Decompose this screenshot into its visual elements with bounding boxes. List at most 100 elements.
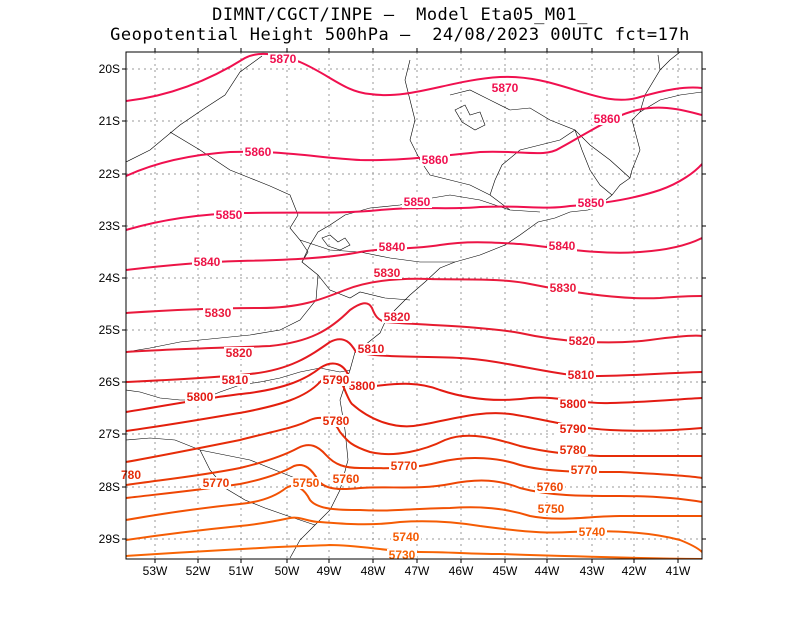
contour-label-bg <box>490 82 520 94</box>
contour-5870 <box>126 52 702 102</box>
contour-label-bg <box>119 469 143 481</box>
lon-tick-label: 50W <box>275 564 300 578</box>
lon-tick-label: 42W <box>622 564 647 578</box>
contour-label-bg <box>321 374 351 386</box>
contour-labels: 5870 5870 5860 5860 5860 5850 5850 5850 5840 5840… <box>119 52 622 562</box>
lat-tick-label: 27S <box>99 427 120 441</box>
contour-label-bg <box>567 335 597 347</box>
contour-label-bg <box>592 113 622 125</box>
contour-label-bg <box>389 460 419 472</box>
lat-tick-label: 22S <box>99 167 120 181</box>
contour-label: 5790 <box>323 373 350 387</box>
contour-5780 <box>126 416 702 463</box>
contour-5800 <box>126 362 702 413</box>
contour-label-bg <box>220 374 250 386</box>
contour-label: 5760 <box>537 480 564 494</box>
contour-label: 5770 <box>571 463 598 477</box>
contour-label-bg <box>372 267 402 279</box>
contour-label: 5800 <box>560 397 587 411</box>
contour-label: 5780 <box>323 414 350 428</box>
contour-label: 5820 <box>384 310 411 324</box>
contour-label-bg <box>547 240 577 252</box>
contour-label: 5800 <box>187 390 214 404</box>
contour-label-bg <box>224 347 254 359</box>
contour-5760 <box>126 464 702 503</box>
contour-label: 5760 <box>333 472 360 486</box>
contour-5840 <box>126 237 702 271</box>
contour-5830 <box>126 277 702 314</box>
lat-tick-label: 28S <box>99 480 120 494</box>
contour-label: 5750 <box>538 502 565 516</box>
map-frame <box>125 51 703 560</box>
contour-label-bg <box>535 481 565 493</box>
contour-5740 <box>126 516 702 553</box>
contour-label: 5870 <box>492 81 519 95</box>
contour-label: 5790 <box>560 422 587 436</box>
chart-title-line1: DIMNT/CGCT/INPE – Model Eta05_M01_ <box>212 5 588 25</box>
contour-label-bg <box>192 256 222 268</box>
contour-label-bg <box>291 477 321 489</box>
contour-label: 5810 <box>358 342 385 356</box>
contour-label: 5860 <box>422 153 449 167</box>
contour-5810 <box>126 338 702 383</box>
contour-label-bg <box>321 415 351 427</box>
contour-label-bg <box>391 531 421 543</box>
contour-label: 5740 <box>579 525 606 539</box>
contour-label-bg <box>536 503 566 515</box>
contour-label: 780 <box>121 468 141 482</box>
longitude-axis: 53W 52W 51W 50W 49W 48W 47W 46W 45W 44W 43W 42W 41W <box>143 48 691 578</box>
contour-label: 5850 <box>216 208 243 222</box>
contour-label: 5830 <box>205 306 232 320</box>
lon-tick-label: 47W <box>405 564 430 578</box>
contour-label: 5860 <box>594 112 621 126</box>
chart-title-line2: Geopotential Height 500hPa – 24/08/2023 … <box>110 25 690 45</box>
contour-label: 5870 <box>270 52 297 66</box>
contour-label-bg <box>243 146 273 158</box>
contour-label-bg <box>566 369 596 381</box>
contour-label-bg <box>577 526 607 538</box>
contour-label: 5850 <box>404 195 431 209</box>
contour-label: 5820 <box>226 346 253 360</box>
contour-label-bg <box>576 197 606 209</box>
lat-tick-label: 29S <box>99 532 120 546</box>
contour-label: 5840 <box>549 239 576 253</box>
contour-label-bg <box>201 477 231 489</box>
lat-tick-label: 21S <box>99 114 120 128</box>
contour-label-bg <box>420 154 450 166</box>
contour-5750 <box>126 484 702 521</box>
lat-tick-label: 25S <box>99 323 120 337</box>
contour-label-bg <box>382 311 412 323</box>
contour-label: 5740 <box>393 530 420 544</box>
contour-label: 5810 <box>222 373 249 387</box>
lon-tick-label: 44W <box>535 564 560 578</box>
contour-label-bg <box>558 444 588 456</box>
contour-label-bg <box>268 53 298 65</box>
contour-label-bg <box>331 473 361 485</box>
contour-label-bg <box>377 241 407 253</box>
lon-tick-label: 51W <box>229 564 254 578</box>
lat-tick-label: 26S <box>99 375 120 389</box>
contour-label-bg <box>548 282 578 294</box>
latitude-axis: 20S 21S 22S 23S 24S 25S 26S 27S 28S 29S <box>99 62 706 546</box>
lat-tick-label: 23S <box>99 219 120 233</box>
contour-label-bg <box>203 307 233 319</box>
lon-tick-label: 46W <box>449 564 474 578</box>
contour-label: 5730 <box>389 548 416 562</box>
contour-label-bg <box>558 423 588 435</box>
lat-tick-label: 20S <box>99 62 120 76</box>
contour-label: 5820 <box>569 334 596 348</box>
contour-label: 5800 <box>349 379 376 393</box>
contour-5860 <box>126 106 702 177</box>
contour-label: 5770 <box>391 459 418 473</box>
contour-label-bg <box>402 196 432 208</box>
contour-label-bg <box>387 549 417 561</box>
contour-label-bg <box>347 380 377 392</box>
contour-label-bg <box>569 464 599 476</box>
lon-tick-label: 49W <box>317 564 342 578</box>
contour-label: 5860 <box>245 145 272 159</box>
contour-label: 5840 <box>379 240 406 254</box>
contour-label: 5750 <box>293 476 320 490</box>
contour-label-bg <box>356 343 386 355</box>
contour-label: 5840 <box>194 255 221 269</box>
contour-label: 5830 <box>550 281 577 295</box>
